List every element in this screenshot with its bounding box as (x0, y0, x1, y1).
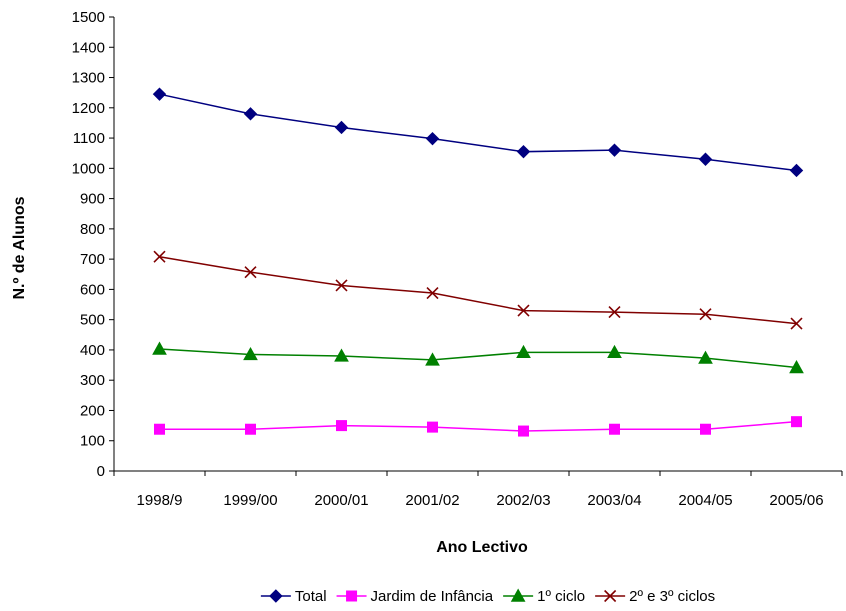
x-tick-label: 2005/06 (769, 492, 823, 509)
y-tick-label: 700 (80, 251, 105, 268)
data-point-series-0 (607, 143, 622, 157)
legend-marker-icon (510, 588, 526, 602)
data-point-series-2 (243, 346, 258, 361)
data-point-series-1 (427, 421, 438, 433)
y-tick-label: 100 (80, 433, 105, 450)
data-point-series-0 (698, 152, 713, 166)
legend-item-0: Total (260, 588, 327, 605)
legend-item-2: 1º ciclo (503, 588, 585, 605)
x-tick-label: 2002/03 (496, 492, 550, 509)
legend-item-3: 2º e 3º ciclos (595, 588, 715, 605)
y-tick-label: 600 (80, 281, 105, 298)
y-tick-label: 1000 (72, 160, 105, 177)
data-point-series-2 (334, 348, 349, 362)
data-point-series-2 (152, 341, 167, 355)
data-point-series-0 (152, 87, 167, 101)
y-tick-label: 1400 (72, 39, 105, 56)
y-tick-label: 900 (80, 191, 105, 208)
legend-label: Total (295, 588, 327, 605)
y-tick-label: 400 (80, 342, 105, 359)
data-point-series-3 (699, 308, 712, 321)
legend-marker-icon (269, 589, 283, 603)
series-lines (159, 93, 797, 432)
data-point-series-3 (790, 317, 803, 330)
data-point-series-3 (335, 279, 348, 292)
data-point-series-3 (517, 304, 530, 317)
legend-marker-icon (346, 590, 358, 602)
legend-label: 1º ciclo (537, 588, 585, 605)
y-tick-label: 1200 (72, 100, 105, 117)
series-markers (152, 87, 804, 437)
y-tick-label: 1100 (73, 130, 105, 147)
data-point-series-3 (153, 250, 166, 263)
data-point-series-0 (334, 120, 349, 135)
y-tick-label: 200 (80, 402, 105, 419)
data-point-series-2 (516, 344, 531, 359)
legend: Total Jardim de Infância 1º ciclo 2º e 3º c… (260, 588, 715, 605)
data-point-series-1 (154, 423, 165, 435)
data-point-series-1 (245, 423, 256, 435)
data-point-series-1 (791, 416, 802, 428)
y-tick-label: 1500 (72, 9, 105, 26)
y-tick-label: 500 (80, 312, 105, 329)
legend-marker-icon (604, 589, 617, 603)
x-tick-label: 2004/05 (678, 492, 732, 509)
x-axis-title: Ano Lectivo (436, 539, 528, 556)
data-point-series-3 (244, 266, 257, 279)
series-line-1 (159, 420, 797, 432)
data-point-series-1 (609, 423, 620, 435)
y-tick-label: 0 (97, 463, 105, 480)
legend-label: Jardim de Infância (371, 588, 494, 605)
series-line-0 (159, 93, 797, 172)
data-point-series-1 (518, 425, 529, 437)
axes (113, 17, 842, 472)
y-tick-label: 800 (80, 221, 105, 238)
x-axis-ticks: 1998/9 1999/00 2000/01 2001/02 2002/03 2003/0… (113, 471, 843, 509)
series-line-3 (159, 255, 797, 325)
series-line-2 (159, 348, 797, 369)
data-point-series-0 (789, 163, 804, 178)
data-point-series-2 (607, 344, 622, 359)
legend-label: 2º e 3º ciclos (629, 588, 715, 605)
x-tick-label: 2001/02 (405, 492, 459, 509)
data-point-series-3 (426, 286, 439, 300)
data-point-series-2 (425, 352, 440, 366)
data-point-series-2 (789, 359, 804, 374)
data-point-series-0 (516, 144, 531, 159)
y-tick-label: 300 (80, 372, 105, 389)
data-point-series-3 (608, 306, 621, 319)
x-tick-label: 1999/00 (223, 492, 277, 509)
x-tick-label: 2000/01 (314, 492, 368, 509)
y-axis-title: N.º de Alunos (11, 196, 28, 299)
y-tick-label: 1300 (72, 70, 105, 87)
x-tick-label: 1998/9 (137, 492, 183, 509)
data-point-series-1 (700, 423, 711, 435)
data-point-series-1 (336, 420, 347, 432)
data-point-series-0 (425, 131, 440, 146)
legend-item-1: Jardim de Infância (336, 588, 494, 605)
x-tick-label: 2003/04 (587, 492, 641, 509)
y-axis-ticks: 0 100 200 300 400 500 600 700 800 900 1000 1100 1200… (72, 9, 114, 480)
data-point-series-0 (243, 107, 258, 121)
data-point-series-2 (698, 350, 713, 364)
